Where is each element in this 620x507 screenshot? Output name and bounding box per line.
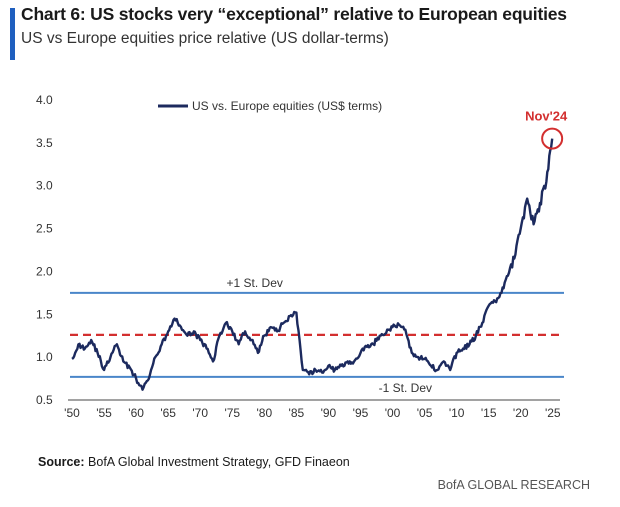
x-tick-label: '85: [289, 406, 305, 420]
x-tick-label: '80: [256, 406, 272, 420]
x-tick-label: '25: [545, 406, 561, 420]
x-tick-label: '55: [96, 406, 112, 420]
x-tick-label: '95: [353, 406, 369, 420]
y-tick-label: 0.5: [36, 393, 53, 407]
nov24-circle: [541, 127, 564, 150]
x-tick-label: '75: [224, 406, 240, 420]
y-tick-label: 1.0: [36, 350, 53, 364]
chart-title: Chart 6: US stocks very “exceptional” re…: [21, 4, 567, 24]
x-tick-label: '65: [160, 406, 176, 420]
y-tick-label: 3.0: [36, 179, 53, 193]
y-tick-label: 2.5: [36, 222, 53, 236]
x-tick-label: '05: [417, 406, 433, 420]
x-tick-label: '70: [192, 406, 208, 420]
y-tick-label: 2.0: [36, 264, 53, 278]
nov24-label: Nov'24: [525, 109, 568, 124]
brand-footer: BofA GLOBAL RESEARCH: [437, 478, 590, 492]
source-text: BofA Global Investment Strategy, GFD Fin…: [88, 455, 350, 469]
series-line: [71, 138, 554, 391]
plus-std-dev-label: +1 St. Dev: [227, 276, 283, 290]
x-tick-label: '15: [481, 406, 497, 420]
x-tick-label: '10: [449, 406, 465, 420]
x-tick-label: '90: [321, 406, 337, 420]
legend-label: US vs. Europe equities (US$ terms): [192, 99, 382, 113]
chart-plot: 0.5 1.0 1.5 2.0 2.5 3.0 3.5 4.0 '50 '55 '60 '65 '70 '…: [36, 93, 568, 420]
y-tick-label: 4.0: [36, 93, 53, 107]
minus-std-dev-label: -1 St. Dev: [379, 381, 432, 395]
y-tick-label: 1.5: [36, 307, 53, 321]
x-tick-label: '50: [64, 406, 80, 420]
source-note: Source: BofA Global Investment Strategy,…: [38, 455, 350, 469]
title-accent-bar: [10, 8, 15, 60]
source-label: Source:: [38, 455, 85, 469]
y-tick-label: 3.5: [36, 136, 53, 150]
x-tick-label: '60: [128, 406, 144, 420]
chart-subtitle: US vs Europe equities price relative (US…: [21, 30, 389, 47]
x-tick-label: '20: [513, 406, 529, 420]
x-tick-label: '00: [385, 406, 401, 420]
